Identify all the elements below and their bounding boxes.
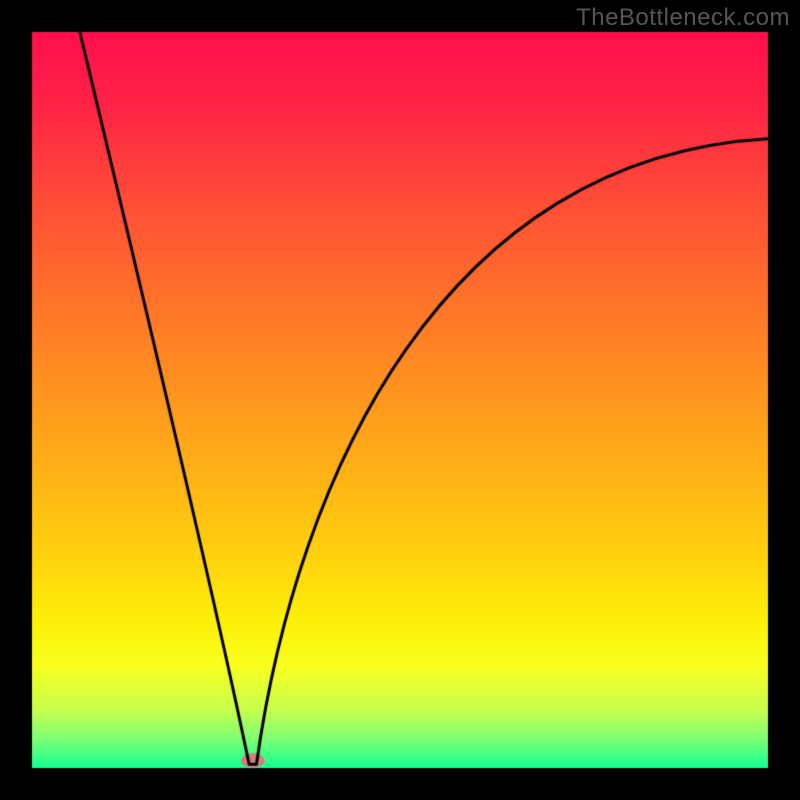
bottleneck-curve [0, 0, 800, 800]
chart-container: TheBottleneck.com [0, 0, 800, 800]
watermark-text: TheBottleneck.com [576, 4, 790, 32]
